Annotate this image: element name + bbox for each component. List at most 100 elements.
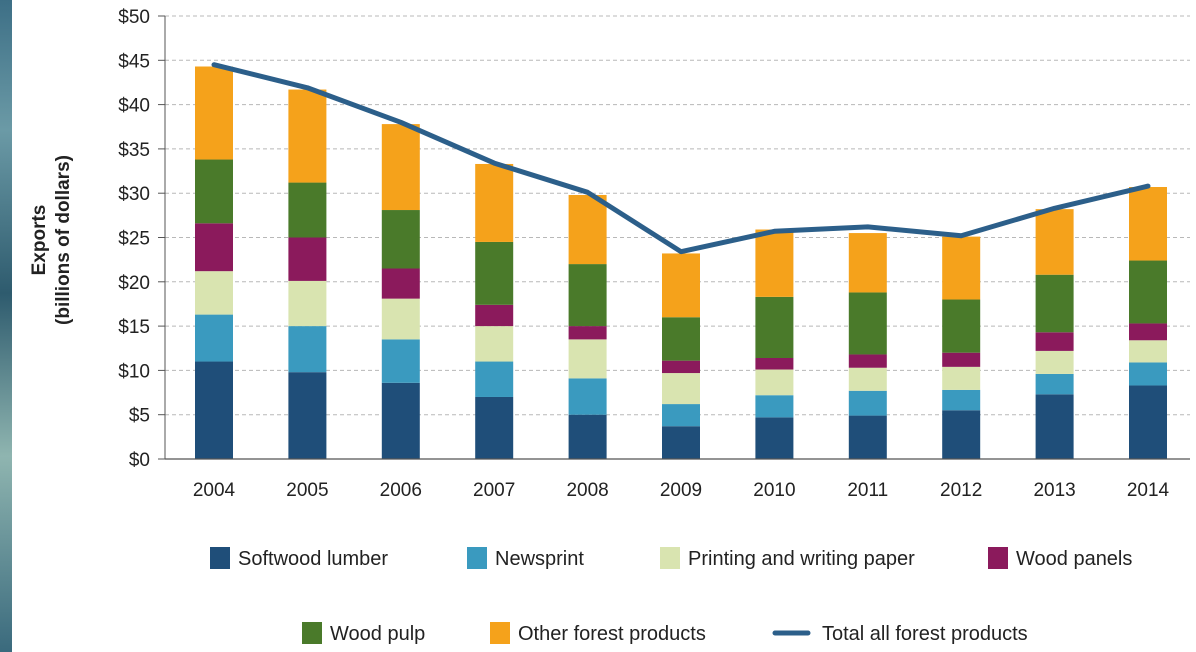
bar-wood-pulp-2008	[568, 264, 607, 327]
bar-wood-panels-2014	[1129, 323, 1167, 341]
y-tick-label: $50	[118, 7, 150, 28]
total-line	[211, 62, 1151, 255]
bar-printing-and-writing-paper-2008	[568, 339, 607, 379]
bar-printing-and-writing-paper-2011	[848, 367, 887, 391]
legend-label-other-forest-products: Other forest products	[518, 623, 706, 645]
bar-other-forest-products-2004	[195, 66, 233, 160]
bar-other-forest-products-2009	[662, 253, 700, 318]
bar-newsprint-2004	[195, 314, 233, 362]
bar-printing-and-writing-paper-2009	[662, 373, 700, 405]
bar-newsprint-2006	[381, 339, 420, 383]
y-tick-label: $35	[118, 140, 150, 161]
bar-printing-and-writing-paper-2004	[195, 271, 233, 315]
bar-softwood-lumber-2005	[288, 372, 327, 459]
y-tick-label: $5	[129, 406, 150, 427]
bar-softwood-lumber-2008	[568, 414, 607, 459]
bar-softwood-lumber-2011	[848, 415, 887, 459]
bar-wood-panels-2009	[662, 360, 700, 374]
x-tick-labels: 2004 2005 2006 2007 2008 2009 2010 2011 2012 2013…	[193, 480, 1170, 501]
left-edge-photo-strip	[0, 0, 12, 652]
bar-printing-and-writing-paper-2013	[1035, 350, 1074, 374]
bar-wood-panels-2007	[475, 304, 514, 327]
bar-other-forest-products-2005	[288, 89, 327, 183]
y-tick-labels: $0 $5 $10 $15 $20 $25 $30 $35 $40 $45 $50	[118, 7, 150, 471]
bar-other-forest-products-2007	[475, 163, 514, 242]
legend-swatch-newsprint	[467, 547, 487, 569]
legend-swatch-printing-and-writing-paper	[660, 547, 680, 569]
bar-wood-panels-2013	[1035, 332, 1074, 351]
bar-wood-panels-2004	[195, 223, 233, 272]
bar-wood-pulp-2006	[381, 210, 420, 269]
bar-newsprint-2012	[942, 389, 981, 411]
bar-wood-panels-2006	[381, 268, 420, 299]
bar-softwood-lumber-2012	[942, 410, 981, 459]
legend: Softwood lumber Newsprint Printing and wri…	[210, 547, 1132, 645]
bar-newsprint-2013	[1035, 373, 1074, 395]
x-tick-label-2008: 2008	[566, 480, 608, 501]
y-tick-label: $40	[118, 96, 150, 117]
bar-newsprint-2007	[475, 361, 514, 397]
legend-label-printing-and-writing-paper: Printing and writing paper	[688, 548, 915, 570]
bar-other-forest-products-2013	[1035, 209, 1074, 275]
x-tick-label-2009: 2009	[660, 480, 702, 501]
x-tick-label-2006: 2006	[380, 480, 422, 501]
x-tick-label-2004: 2004	[193, 480, 236, 501]
bar-printing-and-writing-paper-2006	[381, 298, 420, 340]
legend-label-wood-pulp: Wood pulp	[330, 623, 425, 645]
bar-wood-pulp-2009	[662, 317, 700, 361]
y-tick-label: $30	[118, 184, 150, 205]
bar-softwood-lumber-2014	[1129, 385, 1167, 459]
bar-printing-and-writing-paper-2010	[755, 369, 794, 396]
legend-swatch-wood-pulp	[302, 622, 322, 644]
y-axis-label-line2: (billions of dollars)	[53, 155, 74, 325]
bar-softwood-lumber-2013	[1035, 394, 1074, 459]
bar-newsprint-2008	[568, 378, 607, 415]
bar-wood-pulp-2011	[848, 292, 887, 355]
bar-other-forest-products-2011	[848, 233, 887, 293]
bar-other-forest-products-2010	[755, 229, 794, 297]
bar-other-forest-products-2008	[568, 194, 607, 265]
y-tick-label: $15	[118, 317, 150, 338]
x-tick-label-2011: 2011	[847, 480, 888, 501]
bar-newsprint-2011	[848, 390, 887, 416]
y-tick-label: $10	[118, 361, 150, 382]
bar-wood-panels-2005	[288, 237, 327, 281]
bar-printing-and-writing-paper-2012	[942, 366, 981, 390]
y-tick-label: $45	[118, 51, 150, 72]
y-tick-label: $0	[129, 450, 150, 471]
x-tick-label-2005: 2005	[286, 480, 328, 501]
legend-label-newsprint: Newsprint	[495, 548, 584, 570]
bar-softwood-lumber-2006	[381, 382, 420, 459]
bar-newsprint-2005	[288, 326, 327, 373]
x-tick-label-2010: 2010	[753, 480, 795, 501]
bar-softwood-lumber-2004	[195, 361, 233, 459]
bars	[195, 66, 1167, 459]
legend-label-wood-panels: Wood panels	[1016, 548, 1132, 570]
x-tick-label-2012: 2012	[940, 480, 982, 501]
bar-wood-pulp-2014	[1129, 260, 1167, 324]
y-tick-label: $20	[118, 273, 150, 294]
bar-wood-pulp-2010	[755, 296, 794, 358]
bar-softwood-lumber-2007	[475, 396, 514, 459]
x-tick-label-2014: 2014	[1127, 480, 1170, 501]
bar-wood-pulp-2005	[288, 182, 327, 238]
bar-wood-panels-2008	[568, 326, 607, 340]
legend-swatch-other-forest-products	[490, 622, 510, 644]
legend-label-softwood-lumber: Softwood lumber	[238, 548, 388, 570]
bar-wood-panels-2012	[942, 352, 981, 367]
bar-wood-pulp-2007	[475, 241, 514, 305]
legend-label-total-all-forest-products: Total all forest products	[822, 623, 1028, 645]
bar-wood-panels-2010	[755, 357, 794, 370]
bar-softwood-lumber-2010	[755, 417, 794, 459]
total-forest-products-line	[211, 62, 1151, 255]
bar-wood-panels-2011	[848, 354, 887, 368]
bar-other-forest-products-2012	[942, 236, 981, 300]
axes	[164, 16, 1190, 460]
bar-printing-and-writing-paper-2007	[475, 326, 514, 362]
bar-wood-pulp-2012	[942, 299, 981, 353]
bar-printing-and-writing-paper-2014	[1129, 340, 1167, 363]
legend-swatch-softwood-lumber	[210, 547, 230, 569]
y-axis-label-line1: Exports	[29, 205, 50, 276]
y-tick-label: $25	[118, 229, 150, 250]
